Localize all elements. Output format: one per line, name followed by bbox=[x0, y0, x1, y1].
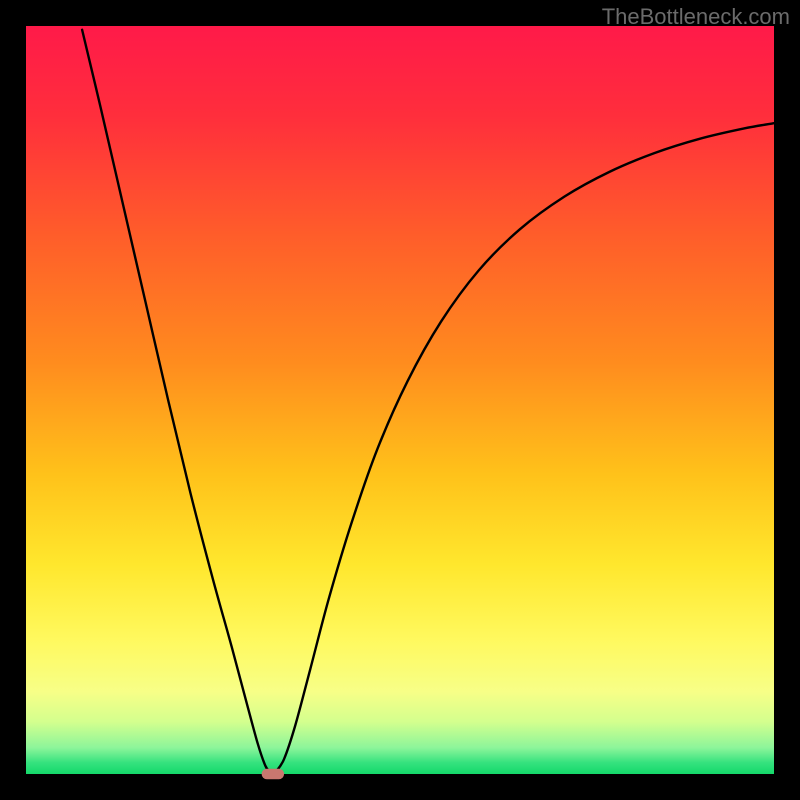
chart-frame-right bbox=[774, 0, 800, 800]
chart-frame-bottom bbox=[0, 774, 800, 800]
min-marker bbox=[262, 769, 284, 779]
chart-background bbox=[26, 26, 774, 774]
chart-container: TheBottleneck.com bbox=[0, 0, 800, 800]
chart-frame-top bbox=[0, 0, 800, 26]
chart-frame-left bbox=[0, 0, 26, 800]
bottleneck-chart bbox=[0, 0, 800, 800]
